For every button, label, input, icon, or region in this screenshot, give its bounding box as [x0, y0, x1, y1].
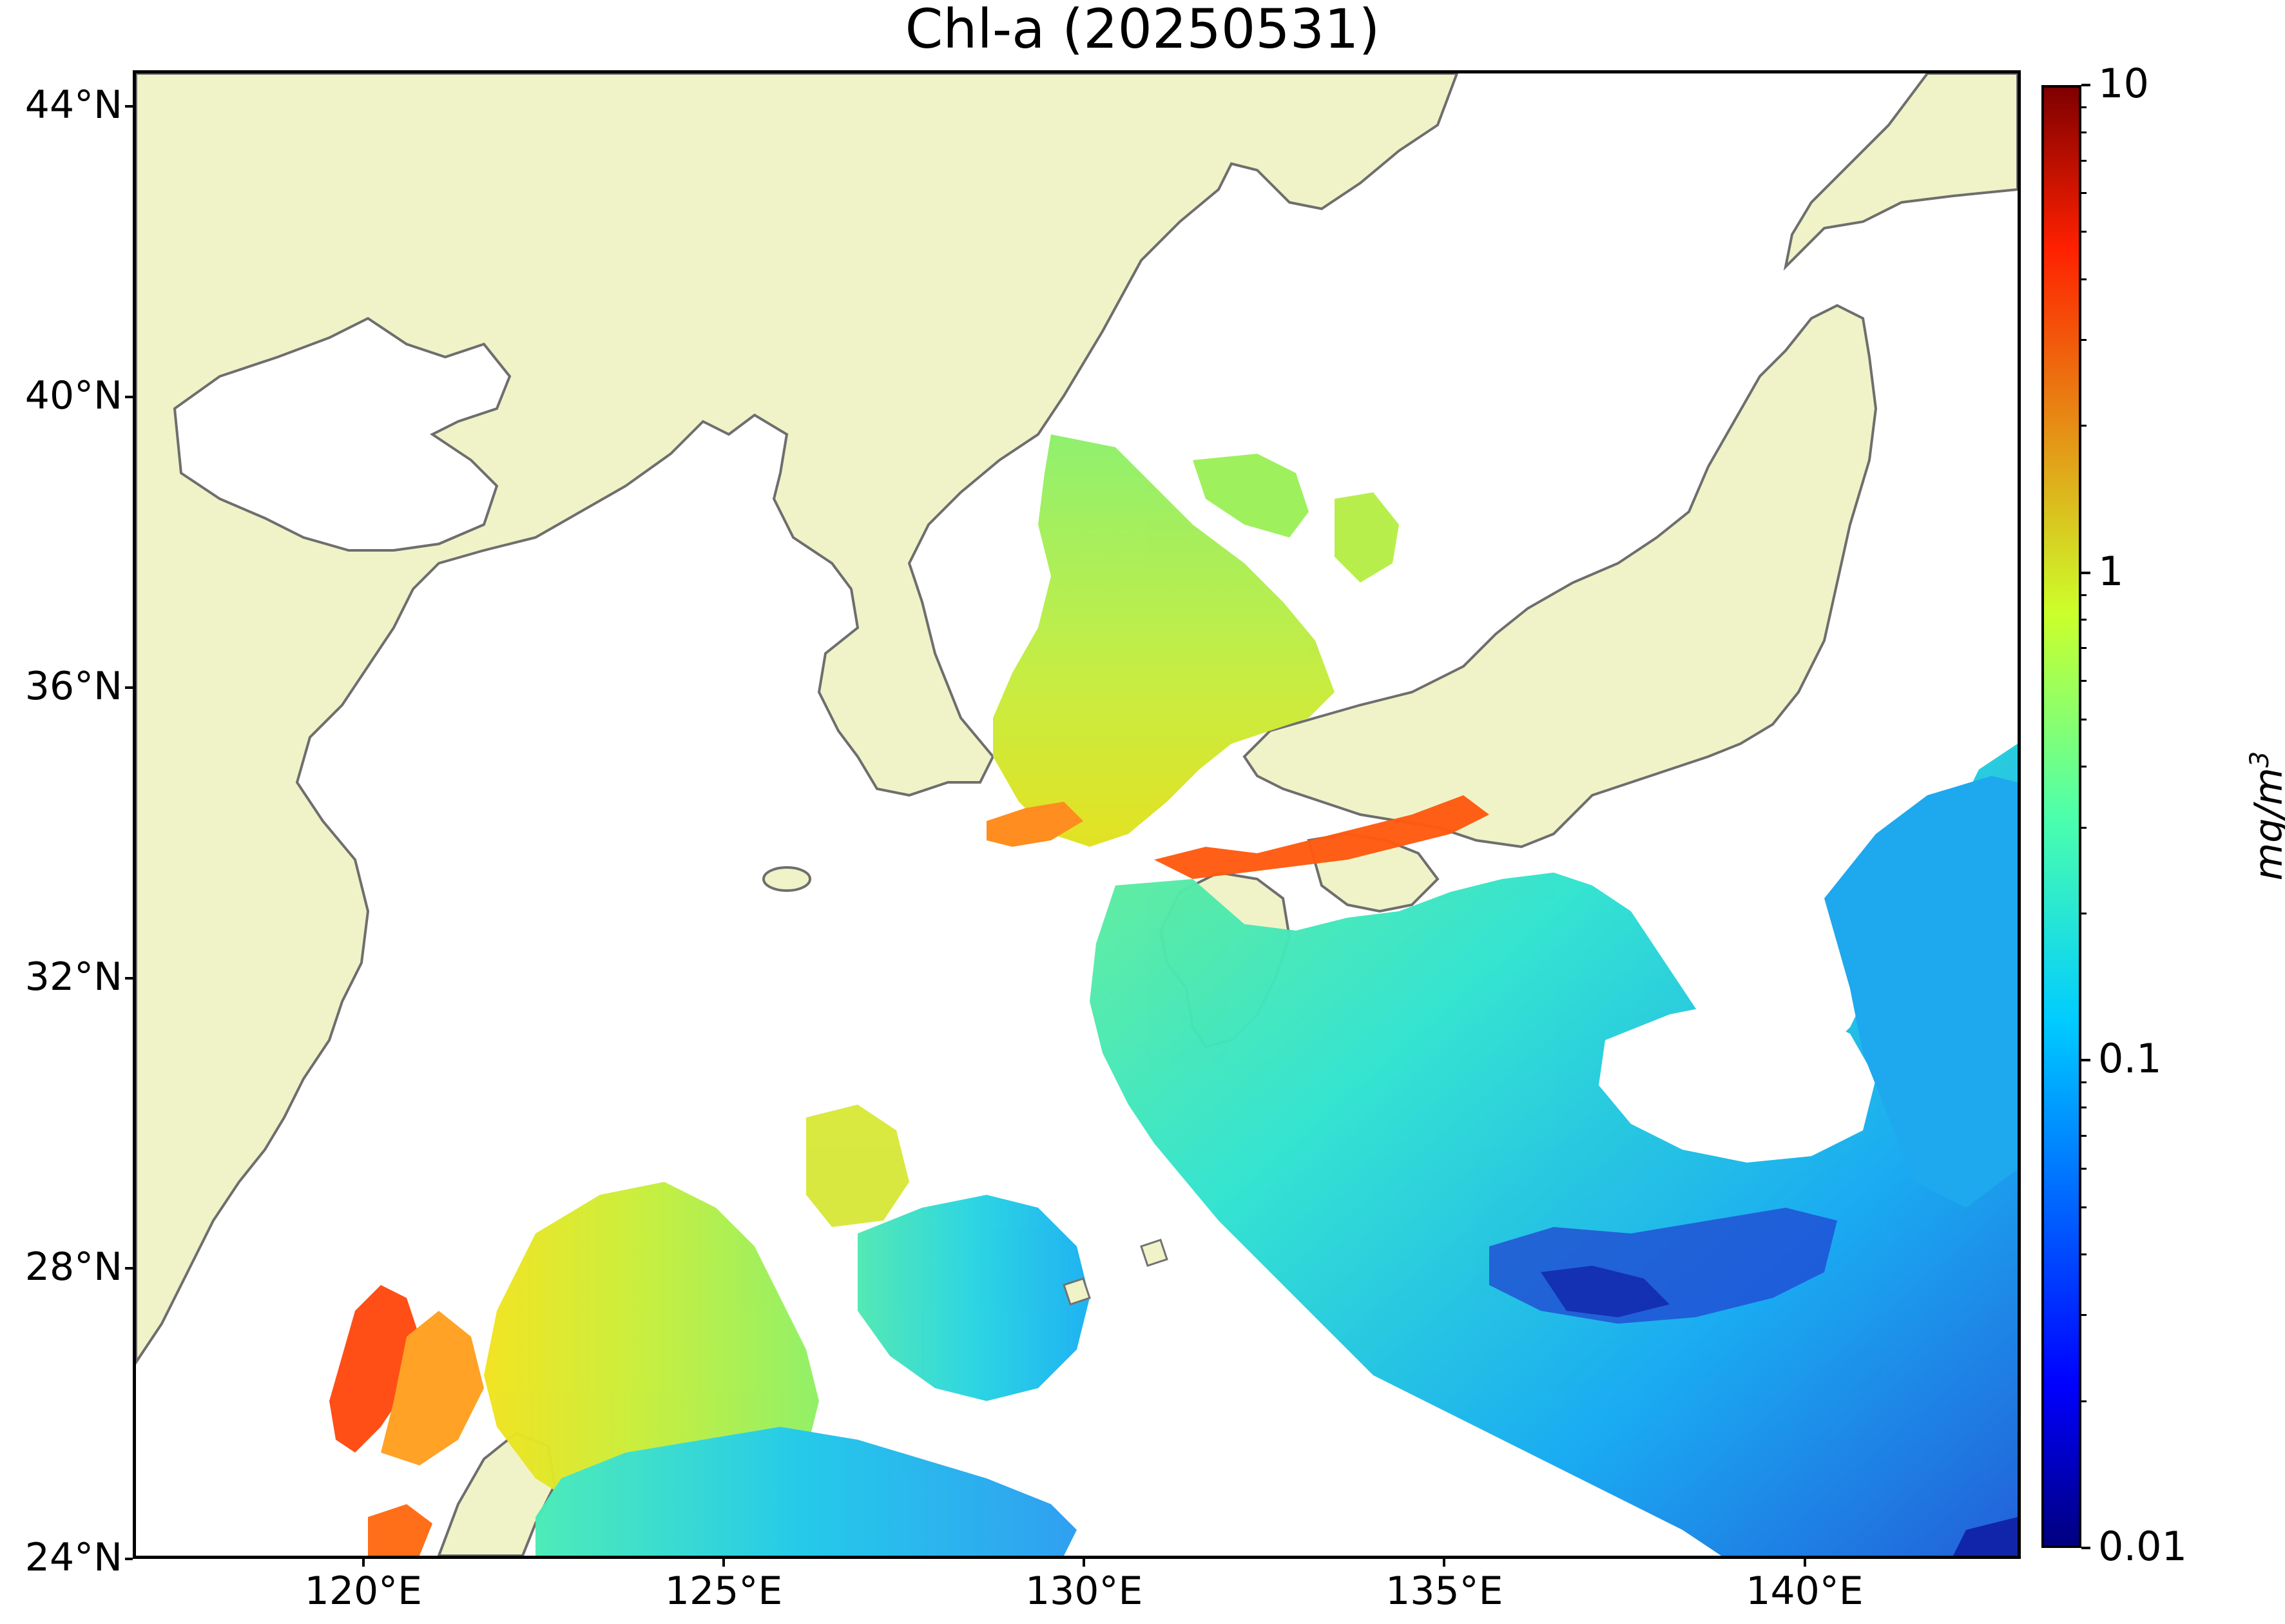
- colorbar-minor-tick: [2081, 106, 2087, 109]
- colorbar-minor-tick: [2081, 1314, 2087, 1317]
- colorbar-tick-label: 0.01: [2098, 1523, 2188, 1570]
- latitude-label: 36°N: [24, 663, 122, 709]
- colorbar-minor-tick: [2081, 826, 2087, 829]
- latitude-label: 44°N: [24, 82, 122, 128]
- longitude-tick: [1443, 1559, 1446, 1567]
- colorbar-minor-tick: [2081, 425, 2087, 427]
- colorbar-minor-tick: [2081, 231, 2087, 233]
- colorbar-minor-tick: [2081, 1167, 2087, 1170]
- colorbar-minor-tick: [2081, 913, 2087, 915]
- colorbar-minor-tick: [2081, 594, 2087, 596]
- japan-honshu: [1242, 304, 1878, 849]
- colorbar-minor-tick: [2081, 647, 2087, 650]
- colorbar-minor-tick: [2081, 1107, 2087, 1109]
- latitude-tick: [125, 1558, 133, 1560]
- colorbar-minor-tick: [2081, 131, 2087, 133]
- colorbar-tick-mark: [2081, 571, 2090, 574]
- colorbar-minor-tick: [2081, 619, 2087, 621]
- latitude-label: 32°N: [24, 954, 122, 1000]
- latitude-label: 28°N: [24, 1244, 122, 1290]
- colorbar-minor-tick: [2081, 192, 2087, 195]
- colorbar-minor-tick: [2081, 1400, 2087, 1402]
- bohai-sea: [173, 316, 512, 552]
- colorbar-minor-tick: [2081, 278, 2087, 280]
- latitude-tick: [125, 396, 133, 399]
- map-title: Chl-a (20250531): [905, 0, 1380, 61]
- jeju-island: [762, 866, 811, 892]
- colorbar-minor-tick: [2081, 680, 2087, 682]
- colorbar-gradient: [2044, 88, 2079, 1545]
- longitude-label: 120°E: [304, 1569, 423, 1614]
- colorbar-minor-tick: [2081, 339, 2087, 342]
- colorbar-minor-tick: [2081, 1253, 2087, 1255]
- colorbar-minor-tick: [2081, 1135, 2087, 1137]
- longitude-label: 135°E: [1385, 1569, 1503, 1614]
- latitude-label: 24°N: [24, 1535, 122, 1580]
- longitude-tick: [1083, 1559, 1086, 1567]
- colorbar-tick-label: 1: [2098, 547, 2124, 595]
- colorbar-tick-mark: [2081, 1059, 2090, 1062]
- colorbar-unit-label: mg/m3: [2245, 719, 2285, 913]
- colorbar-tick-mark: [2081, 84, 2090, 86]
- colorbar-unit-exponent: 3: [2245, 751, 2275, 768]
- colorbar-minor-tick: [2081, 1081, 2087, 1084]
- latitude-tick: [125, 976, 133, 980]
- japan-hokkaido: [1783, 73, 2018, 271]
- colorbar-minor-tick: [2081, 718, 2087, 720]
- chlorophyll-map: [136, 73, 2018, 1556]
- colorbar-minor-tick: [2081, 1206, 2087, 1208]
- longitude-tick: [1803, 1559, 1806, 1567]
- latitude-tick: [125, 105, 133, 108]
- colorbar: [2041, 85, 2081, 1548]
- colorbar-minor-tick: [2081, 766, 2087, 768]
- colorbar-tick-label: 0.1: [2098, 1035, 2162, 1083]
- colorbar-tick-mark: [2081, 1547, 2090, 1549]
- chlorophyll-field: [329, 434, 2018, 1556]
- longitude-label: 140°E: [1746, 1569, 1864, 1614]
- longitude-label: 130°E: [1025, 1569, 1143, 1614]
- latitude-tick: [125, 1267, 133, 1270]
- longitude-tick: [722, 1559, 726, 1567]
- colorbar-tick-label: 10: [2098, 60, 2149, 107]
- latitude-tick: [125, 686, 133, 689]
- colorbar-minor-tick: [2081, 159, 2087, 162]
- colorbar-unit-text: mg/m: [2246, 768, 2285, 881]
- longitude-tick: [362, 1559, 365, 1567]
- map-frame: [133, 70, 2021, 1559]
- longitude-label: 125°E: [664, 1569, 783, 1614]
- latitude-label: 40°N: [24, 373, 122, 419]
